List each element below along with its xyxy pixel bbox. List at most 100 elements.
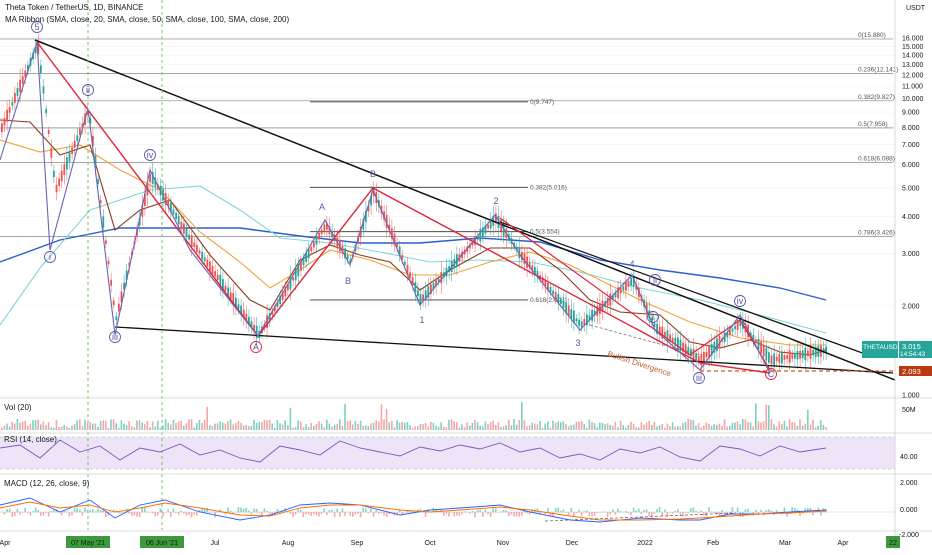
volume-bar <box>739 424 741 430</box>
volume-bar <box>632 423 635 430</box>
volume-bar <box>541 427 544 430</box>
macd-bar <box>372 512 375 517</box>
macd-bar <box>687 512 689 514</box>
volume-bar <box>151 421 154 430</box>
macd-bar <box>658 507 661 513</box>
volume-bar <box>21 421 24 430</box>
macd-bar <box>357 512 359 514</box>
macd-bar <box>203 509 206 513</box>
volume-bar <box>388 422 390 430</box>
macd-bar <box>99 509 102 513</box>
macd-bar <box>339 512 341 517</box>
volume-bar <box>110 419 112 430</box>
candle-body <box>365 210 367 222</box>
price-tick-label: 1.000 <box>902 393 920 400</box>
candle-body <box>8 106 11 113</box>
volume-bar <box>183 425 185 430</box>
volume-bar <box>591 422 593 430</box>
macd-bar <box>245 507 247 513</box>
macd-axis-top: 2.000 <box>900 480 918 487</box>
candle-body <box>16 87 19 96</box>
volume-bar <box>786 426 788 430</box>
macd-bar <box>791 507 793 513</box>
candle-body <box>531 265 534 272</box>
volume-bar <box>463 426 466 430</box>
volume-bar <box>482 426 484 430</box>
macd-bar <box>193 512 195 515</box>
macd-bar <box>45 512 47 514</box>
candle-body <box>76 135 79 141</box>
candle-body <box>37 42 40 55</box>
volume-bar <box>656 426 658 430</box>
macd-bar <box>700 510 702 513</box>
candle-body <box>237 304 240 309</box>
candle-body <box>398 246 401 257</box>
volume-bar <box>206 406 208 430</box>
volume-bar <box>622 425 624 430</box>
macd-bar <box>183 512 185 514</box>
volume-bar <box>411 427 414 430</box>
macd-bar <box>336 508 338 513</box>
macd-bar <box>232 512 234 515</box>
candle-body <box>404 261 406 265</box>
wave-label: i <box>49 252 51 262</box>
volume-bar <box>687 419 689 430</box>
candle-body <box>658 326 661 335</box>
candle-body <box>172 209 175 215</box>
candle-body <box>768 352 770 363</box>
volume-bar <box>692 420 695 430</box>
volume-bar <box>471 422 474 430</box>
volume-bar <box>328 423 331 430</box>
candle-body <box>445 267 448 277</box>
ma-ribbon-label: MA Ribbon (SMA, close, 20, SMA, close, 5… <box>5 15 289 24</box>
macd-bar <box>807 507 809 513</box>
candle-body <box>560 299 562 305</box>
macd-bar <box>492 508 494 513</box>
volume-bar <box>50 427 52 430</box>
macd-bar <box>266 510 268 513</box>
price-tick-label: 8.000 <box>902 125 920 132</box>
volume-bar <box>791 422 793 430</box>
candle-body <box>799 350 801 359</box>
macd-bar <box>783 507 786 513</box>
candle-body <box>612 295 614 299</box>
volume-bar <box>281 424 284 430</box>
candle-body <box>89 118 92 124</box>
candle-body <box>549 286 552 293</box>
candle-body <box>580 321 583 328</box>
volume-bar <box>133 427 136 430</box>
wave-label: iii <box>112 332 118 342</box>
volume-bar <box>760 422 762 430</box>
macd-bar <box>294 512 297 515</box>
volume-bar <box>807 409 809 430</box>
candle-body <box>144 193 146 206</box>
volume-bar <box>708 423 710 430</box>
time-tick-label: Feb <box>707 540 719 547</box>
volume-bar <box>432 422 435 430</box>
volume-bar <box>214 423 216 430</box>
volume-bar <box>1 427 3 430</box>
candle-body <box>596 305 599 316</box>
volume-bar <box>489 422 492 430</box>
volume-bar <box>359 420 362 430</box>
macd-bar <box>479 509 481 513</box>
candle-body <box>752 334 755 341</box>
macd-bar <box>757 512 760 515</box>
wave-circle <box>82 84 94 96</box>
candle-body <box>606 297 609 306</box>
candle-body <box>281 291 284 300</box>
candle-body <box>284 287 287 297</box>
macd-bar <box>144 507 146 513</box>
volume-bar <box>684 421 687 430</box>
macd-bar <box>404 512 406 513</box>
macd-signal-line <box>0 501 827 521</box>
macd-bar <box>557 507 559 513</box>
candle-body <box>437 279 440 283</box>
candle-body <box>617 287 619 299</box>
volume-bar <box>614 421 617 430</box>
candle-body <box>406 264 409 274</box>
candle-body <box>661 326 664 339</box>
candle-body <box>201 251 203 260</box>
